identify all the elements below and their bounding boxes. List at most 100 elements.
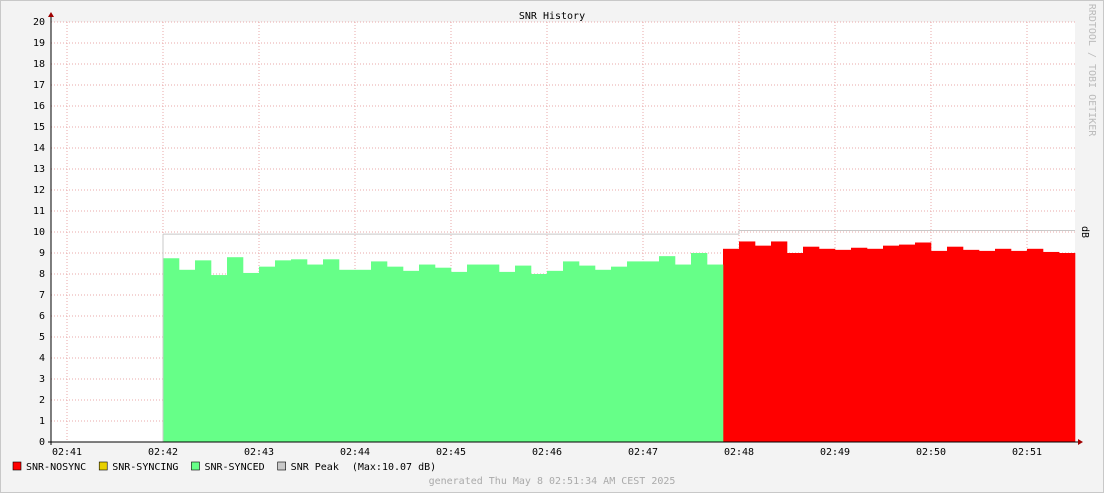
area-step <box>194 260 212 442</box>
legend-label: SNR-NOSYNC <box>26 462 86 473</box>
area-step <box>962 249 980 442</box>
y-tick-label: 7 <box>39 290 45 301</box>
area-step <box>386 266 404 442</box>
area-step <box>739 241 756 442</box>
y-tick-label: 11 <box>33 206 45 217</box>
area-step <box>626 261 644 442</box>
x-tick-label: 02:46 <box>532 447 562 458</box>
area-step <box>787 253 804 442</box>
footer: generated Thu May 8 02:51:34 AM CEST 202… <box>429 476 676 487</box>
y-tick-label: 14 <box>33 143 45 154</box>
area-step <box>1027 248 1044 442</box>
legend-note: (Max:10.07 dB) <box>352 462 436 473</box>
legend-label: SNR-SYNCED <box>204 462 264 473</box>
legend-label: SNR Peak <box>291 462 339 473</box>
area-step <box>451 271 468 442</box>
x-tick-label: 02:51 <box>1012 447 1042 458</box>
area-step <box>931 250 948 442</box>
area-step <box>434 267 452 442</box>
y-tick-label: 9 <box>39 248 45 259</box>
area-step <box>547 270 564 442</box>
area-step <box>530 274 548 442</box>
y-tick-label: 0 <box>39 437 45 448</box>
axis-arrow <box>1078 439 1083 445</box>
area-step <box>866 248 884 442</box>
area-step <box>259 266 276 442</box>
area-step <box>674 264 692 442</box>
area-step <box>722 248 740 442</box>
y-tick-label: 3 <box>39 374 45 385</box>
area-step <box>914 242 932 442</box>
y-tick-label: 2 <box>39 395 45 406</box>
area-step <box>499 271 516 442</box>
area-step <box>482 264 500 442</box>
area-step <box>371 261 388 442</box>
chart-title: SNR History <box>519 11 585 22</box>
area-step <box>883 245 900 442</box>
area-step <box>899 244 916 442</box>
x-tick-label: 02:42 <box>148 447 178 458</box>
area-step <box>691 253 708 442</box>
y-tick-label: 18 <box>33 59 45 70</box>
area-step <box>227 257 244 442</box>
area-step <box>403 270 420 442</box>
area-step <box>323 259 340 442</box>
area-step <box>643 261 660 442</box>
y-tick-label: 6 <box>39 311 45 322</box>
x-tick-label: 02:50 <box>916 447 946 458</box>
area-step <box>419 264 436 442</box>
y-axis-label: dB <box>1079 226 1090 238</box>
legend-swatch <box>12 461 22 471</box>
area-step <box>851 247 868 442</box>
legend-swatch <box>98 461 108 471</box>
x-tick-label: 02:43 <box>244 447 274 458</box>
y-tick-label: 10 <box>33 227 45 238</box>
y-tick-label: 19 <box>33 38 45 49</box>
area-step <box>467 264 484 442</box>
area-step <box>515 265 532 442</box>
area-step <box>818 248 836 442</box>
y-tick-label: 13 <box>33 164 45 175</box>
x-tick-label: 02:41 <box>52 447 82 458</box>
area-step <box>307 264 324 442</box>
area-step <box>979 250 996 442</box>
area-step <box>275 260 292 442</box>
area-step <box>1010 250 1028 442</box>
area-step <box>595 269 612 442</box>
area-step <box>803 246 820 442</box>
x-tick-label: 02:45 <box>436 447 466 458</box>
area-step <box>355 269 372 442</box>
y-tick-label: 16 <box>33 101 45 112</box>
area-step <box>290 259 308 442</box>
area-step <box>755 245 772 442</box>
area-step <box>578 265 596 442</box>
area-step <box>563 261 580 442</box>
y-tick-label: 20 <box>33 17 45 28</box>
area-step <box>1058 253 1076 442</box>
area-step <box>611 266 628 442</box>
area-step <box>163 258 180 442</box>
area-step <box>770 241 788 442</box>
legend-swatch <box>277 461 286 471</box>
area-step <box>242 272 260 442</box>
legend-swatch <box>191 461 200 471</box>
area-step <box>211 275 228 442</box>
area-step <box>707 264 724 442</box>
x-tick-label: 02:48 <box>724 447 754 458</box>
y-tick-label: 5 <box>39 332 45 343</box>
area-step <box>947 246 964 442</box>
area-step <box>179 269 196 442</box>
area-step <box>995 248 1012 442</box>
area-step <box>338 269 356 442</box>
y-tick-label: 4 <box>39 353 45 364</box>
y-tick-label: 8 <box>39 269 45 280</box>
x-tick-label: 02:49 <box>820 447 850 458</box>
y-tick-label: 12 <box>33 185 45 196</box>
area-step <box>835 249 852 442</box>
x-tick-label: 02:44 <box>340 447 370 458</box>
axis-arrow <box>48 12 54 17</box>
y-tick-label: 1 <box>39 416 45 427</box>
y-tick-label: 15 <box>33 122 45 133</box>
